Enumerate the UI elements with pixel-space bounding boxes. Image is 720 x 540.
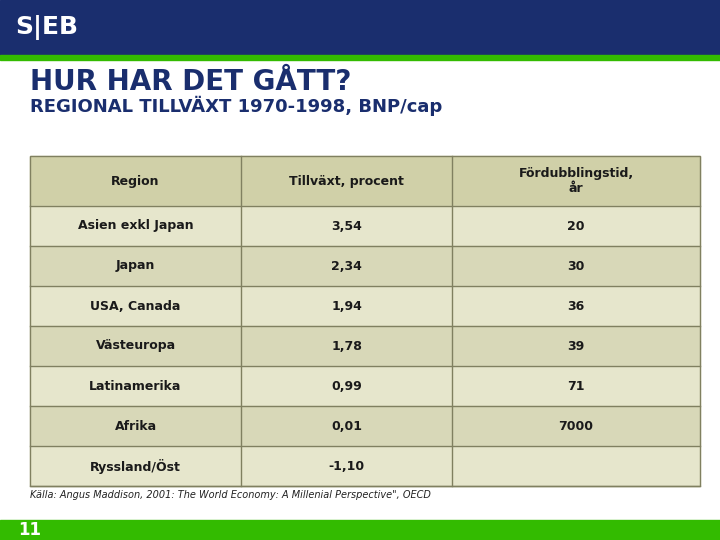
Bar (30, 446, 700, 486)
Bar (30, 286, 700, 326)
Text: Latinamerika: Latinamerika (89, 380, 181, 393)
Text: Japan: Japan (116, 260, 156, 273)
Text: 7000: 7000 (559, 420, 593, 433)
Text: 1,94: 1,94 (331, 300, 362, 313)
Text: 0,99: 0,99 (331, 380, 362, 393)
Bar (0, 55, 720, 60)
Text: 36: 36 (567, 300, 585, 313)
Text: HUR HAR DET GÅTT?: HUR HAR DET GÅTT? (30, 68, 351, 96)
Bar (30, 366, 700, 406)
Bar (30, 206, 700, 246)
Text: 30: 30 (567, 260, 585, 273)
Text: Fördubblingstid,
år: Fördubblingstid, år (518, 167, 634, 195)
Text: S|EB: S|EB (15, 15, 78, 40)
Text: Källa: Angus Maddison, 2001: The World Economy: A Millenial Perspective", OECD: Källa: Angus Maddison, 2001: The World E… (30, 490, 431, 500)
Text: 1,78: 1,78 (331, 340, 362, 353)
Text: Tillväxt, procent: Tillväxt, procent (289, 174, 404, 187)
Bar (0, 0, 720, 55)
Text: 11: 11 (18, 521, 41, 539)
Text: Region: Region (112, 174, 160, 187)
Text: -1,10: -1,10 (328, 460, 364, 472)
Text: 20: 20 (567, 219, 585, 233)
Text: Afrika: Afrika (114, 420, 156, 433)
Text: Ryssland/Öst: Ryssland/Öst (90, 458, 181, 474)
Bar (30, 156, 700, 206)
Bar (30, 326, 700, 366)
Text: 39: 39 (567, 340, 585, 353)
Bar (30, 406, 700, 446)
Text: Asien exkl Japan: Asien exkl Japan (78, 219, 194, 233)
Text: 0,01: 0,01 (331, 420, 362, 433)
Text: Västeuropa: Västeuropa (96, 340, 176, 353)
Text: REGIONAL TILLVÄXT 1970-1998, BNP/cap: REGIONAL TILLVÄXT 1970-1998, BNP/cap (30, 96, 442, 116)
Bar (30, 246, 700, 286)
Text: USA, Canada: USA, Canada (90, 300, 181, 313)
Text: 3,54: 3,54 (331, 219, 362, 233)
Text: 71: 71 (567, 380, 585, 393)
Bar (0, 520, 720, 540)
Text: 2,34: 2,34 (331, 260, 362, 273)
